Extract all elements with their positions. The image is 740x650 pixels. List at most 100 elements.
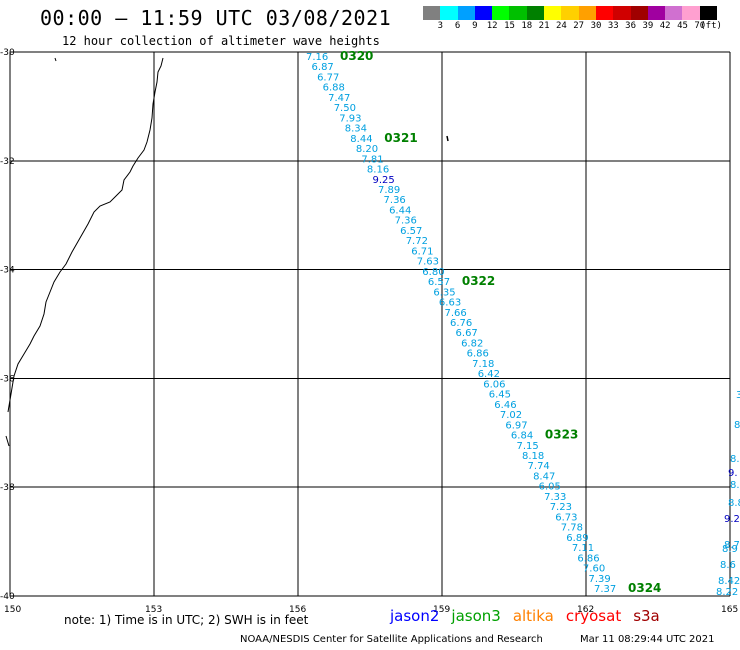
swh-value: 6.89 xyxy=(566,533,588,544)
satellite-legend-cryosat: cryosat xyxy=(565,607,622,625)
tasmania-coastline xyxy=(5,435,10,447)
satellite-legend-s3a: s3a xyxy=(633,607,660,625)
edge-swh-value: 9. xyxy=(728,468,738,479)
swh-value: 6.46 xyxy=(494,400,516,411)
scale-tick-label: 27 xyxy=(573,21,585,31)
swh-value: 7.74 xyxy=(528,461,550,472)
swh-value: 6.44 xyxy=(389,205,411,216)
edge-swh-value: 8. xyxy=(730,480,740,491)
scale-swatch xyxy=(613,6,631,20)
scale-swatch xyxy=(509,6,527,20)
swh-value: 7.23 xyxy=(550,502,572,513)
edge-swh-value: 8.9 xyxy=(722,544,738,555)
scale-unit-label: (ft) xyxy=(700,21,722,31)
swh-value: 7.63 xyxy=(417,257,439,268)
wave-height-color-scale xyxy=(423,6,718,20)
scale-tick-label: 39 xyxy=(642,21,654,31)
lon-tick-label: 162 xyxy=(577,605,594,615)
swh-value: 6.76 xyxy=(450,318,472,329)
swh-value: 7.89 xyxy=(378,185,400,196)
swh-value: 6.84 xyxy=(511,431,533,442)
swh-value: 7.36 xyxy=(384,195,406,206)
swh-value: 6.88 xyxy=(323,83,345,94)
swh-value: 6.80 xyxy=(422,267,444,278)
edge-swh-value: 8.22 xyxy=(716,587,738,598)
swh-value: 6.63 xyxy=(439,298,461,309)
swh-value: 7.11 xyxy=(572,543,594,554)
swh-value: 7.37 xyxy=(594,584,616,595)
scale-swatch xyxy=(440,6,458,20)
swh-value: 6.57 xyxy=(428,277,450,288)
swh-value: 8.20 xyxy=(356,144,378,155)
satellite-legend-altika: altika xyxy=(512,607,554,625)
swh-value: 7.18 xyxy=(472,359,494,370)
scale-tick-label: 33 xyxy=(607,21,619,31)
swh-value: 6.06 xyxy=(483,379,505,390)
swh-value: 7.16 xyxy=(306,52,328,63)
edge-swh-value: 8.6 xyxy=(720,560,736,571)
swh-value: 6.45 xyxy=(489,390,511,401)
edge-swh-value: 8.7 xyxy=(724,540,740,551)
time-label: 0321 xyxy=(384,131,417,145)
footer-note: note: 1) Time is in UTC; 2) SWH is in fe… xyxy=(64,613,309,627)
lon-tick-label: 159 xyxy=(433,605,450,615)
map-title: 00:00 – 11:59 UTC 03/08/2021 xyxy=(40,6,392,30)
swh-value: 7.78 xyxy=(561,523,583,534)
swh-value: 8.18 xyxy=(522,451,544,462)
edge-swh-value: 3 xyxy=(736,390,740,401)
lon-tick-label: 153 xyxy=(145,605,162,615)
edge-swh-value: 9.2 xyxy=(724,514,740,525)
swh-value: 7.02 xyxy=(500,410,522,421)
time-label: 0322 xyxy=(462,274,495,288)
scale-swatch xyxy=(526,6,545,20)
swh-value: 6.77 xyxy=(317,72,339,83)
scale-tick-label: 30 xyxy=(590,21,602,31)
scale-tick-label: 3 xyxy=(437,21,444,31)
australia-coastline xyxy=(7,57,164,413)
coast-mark-top xyxy=(54,57,57,62)
edge-swh-value: 8.42 xyxy=(718,576,740,587)
swh-value: 6.67 xyxy=(456,328,478,339)
satellite-legend-jason2: jason2 xyxy=(390,607,440,625)
swh-value: 6.57 xyxy=(400,226,422,237)
lat-tick-label: -30 xyxy=(0,48,15,58)
footer-timestamp: Mar 11 08:29:44 UTC 2021 xyxy=(580,634,715,645)
scale-tick-label: 18 xyxy=(521,21,533,31)
color-scale-labels: 3 6 9 12 15 18 21 24 27 30 33 36 39 42 45 70 (ft) xyxy=(423,21,740,33)
swh-value: 6.35 xyxy=(433,287,455,298)
scale-swatch xyxy=(578,6,596,20)
scale-tick-label: 70 xyxy=(694,21,706,31)
lat-lon-grid xyxy=(9,51,731,597)
swh-value: 7.66 xyxy=(444,308,466,319)
time-label: 0320 xyxy=(340,49,373,63)
swh-value: 7.33 xyxy=(544,492,566,503)
lat-tick-label: -40 xyxy=(0,592,15,602)
scale-tick-label: 24 xyxy=(555,21,567,31)
scale-tick-label: 21 xyxy=(538,21,550,31)
swh-value: 6.86 xyxy=(577,553,599,564)
swh-value: 6.73 xyxy=(555,512,577,523)
scale-tick-label: 45 xyxy=(677,21,688,31)
scale-swatch xyxy=(492,6,510,20)
swh-value: 6.86 xyxy=(467,349,489,360)
swh-value: 6.97 xyxy=(505,420,527,431)
scale-swatch xyxy=(544,6,562,20)
swh-value: 7.15 xyxy=(516,441,538,452)
map-subtitle: 12 hour collection of altimeter wave hei… xyxy=(62,34,380,48)
swh-value: 7.39 xyxy=(588,574,610,585)
swh-value: 6.71 xyxy=(411,246,433,257)
time-label: 0324 xyxy=(628,581,661,595)
scale-tick-label: 15 xyxy=(504,21,515,31)
lon-tick-label: 156 xyxy=(289,605,306,615)
swh-value: 7.72 xyxy=(406,236,428,247)
edge-swh-value: 8. xyxy=(730,454,740,465)
scale-swatch xyxy=(699,6,718,20)
edge-swh-value: 8 xyxy=(734,420,740,431)
swh-value: 7.93 xyxy=(339,113,361,124)
altimeter-track-jason3: 7.166.876.776.887.477.507.938.348.448.20… xyxy=(306,49,661,595)
scale-tick-label: 6 xyxy=(454,21,461,31)
swh-value: 8.34 xyxy=(345,124,367,135)
scale-tick-label: 12 xyxy=(486,21,498,31)
swh-value: 7.81 xyxy=(361,154,383,165)
